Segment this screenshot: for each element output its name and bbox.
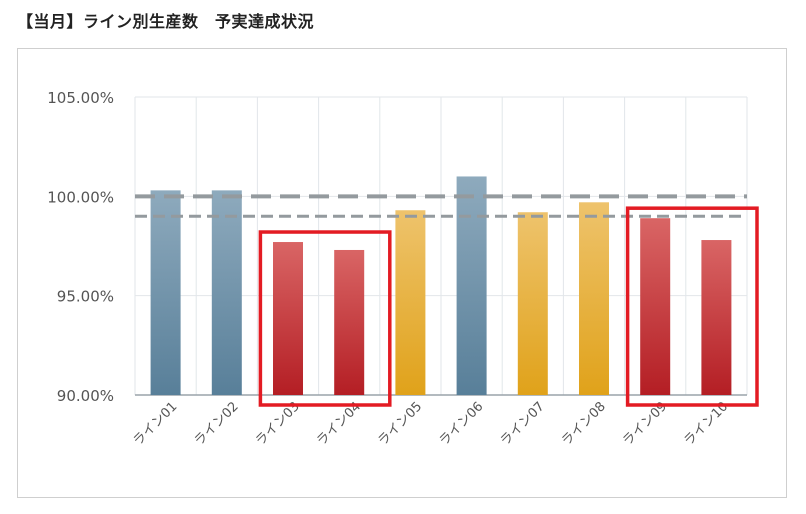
- x-tick-label: ライン06: [437, 399, 487, 449]
- y-tick-label: 90.00%: [57, 387, 114, 405]
- x-tick-label: ライン01: [131, 399, 181, 449]
- highlight-box: [258, 230, 392, 407]
- y-tick-label: 100.00%: [47, 188, 114, 206]
- bar-ライン04: [334, 249, 365, 395]
- bar-ライン08: [579, 202, 609, 395]
- x-tick-label: ライン08: [559, 399, 609, 449]
- x-tick-label: ライン02: [192, 399, 242, 449]
- bar-ライン01: [150, 190, 181, 395]
- chart-title: 【当月】ライン別生産数 予実達成状況: [17, 12, 315, 31]
- bar-ライン02: [211, 190, 242, 395]
- bar-ライン09: [640, 218, 671, 395]
- y-tick-label: 95.00%: [57, 288, 114, 306]
- highlight-box: [625, 206, 759, 407]
- bar-ライン05: [395, 210, 426, 395]
- bar-ライン10: [701, 240, 732, 395]
- bar-ライン06: [456, 176, 487, 395]
- bar-ライン07: [517, 212, 548, 395]
- bar-ライン03: [273, 242, 303, 395]
- y-tick-label: 105.00%: [47, 89, 114, 107]
- x-tick-label: ライン07: [498, 399, 548, 449]
